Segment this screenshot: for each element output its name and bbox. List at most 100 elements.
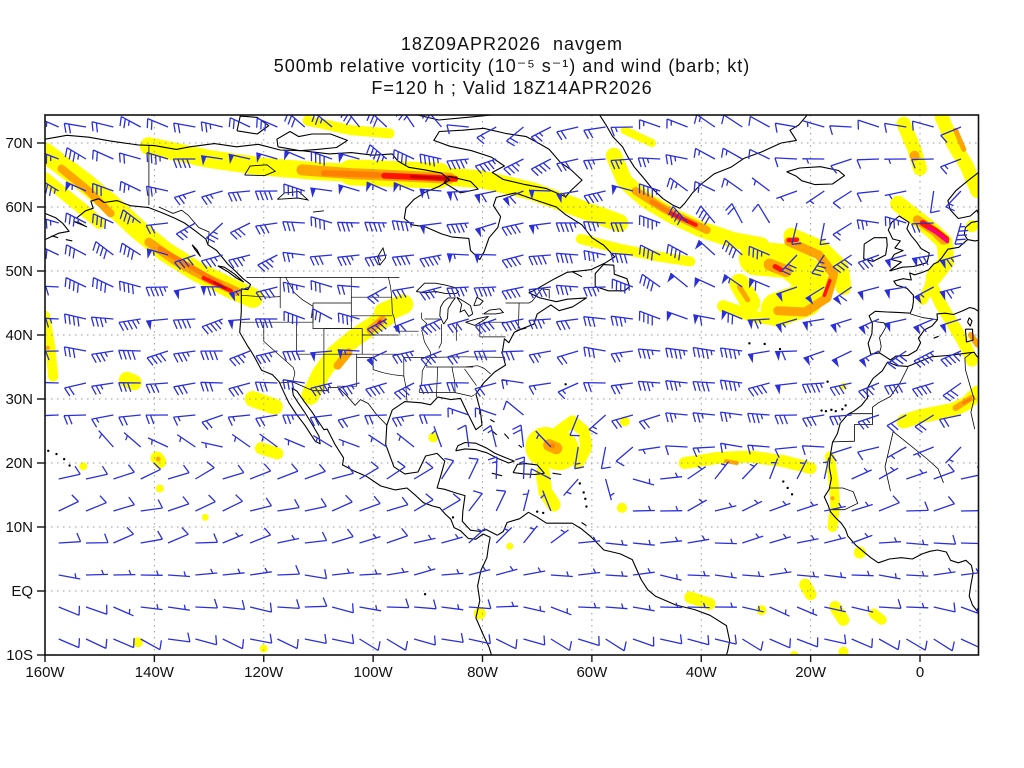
- wind-barb: [802, 158, 825, 164]
- wind-barb: [91, 149, 114, 162]
- wind-barb: [884, 190, 907, 200]
- wind-barb: [331, 634, 355, 645]
- wind-barb: [228, 117, 251, 130]
- wind-barb: [91, 414, 114, 428]
- wind-barb: [588, 414, 607, 435]
- wind-barb: [829, 382, 852, 397]
- barb-pennant: [419, 225, 426, 235]
- wind-barb: [665, 380, 688, 391]
- wind-barb: [440, 457, 455, 480]
- barb-pennant: [284, 150, 290, 161]
- wind-barb: [851, 501, 873, 512]
- chart-title-valid: F=120 h ; Valid 18Z14APR2026: [371, 78, 653, 98]
- lat-tick-label: 60N: [5, 199, 33, 216]
- barb-pennant: [885, 259, 891, 269]
- vorticity-band: [684, 591, 716, 610]
- wind-barb: [747, 318, 770, 329]
- wind-barb: [495, 526, 513, 544]
- wind-barb: [664, 445, 688, 456]
- wind-barb: [556, 350, 579, 366]
- vorticity-band: [799, 578, 817, 601]
- barb-pennant: [721, 274, 729, 285]
- state-border: [438, 324, 442, 349]
- wind-barb: [883, 122, 907, 133]
- wind-barb: [200, 381, 223, 392]
- wind-barb: [249, 602, 273, 613]
- wind-barb: [58, 573, 81, 580]
- wind-barb: [45, 381, 59, 384]
- state-border: [465, 365, 491, 375]
- wind-barb: [475, 222, 497, 232]
- wind-barb: [824, 502, 846, 512]
- wind-barb: [195, 533, 219, 544]
- island-dot: [841, 408, 844, 411]
- wind-barb: [200, 254, 223, 269]
- wind-barb: [769, 533, 791, 544]
- coastline: [45, 212, 70, 241]
- wind-barb: [557, 382, 579, 400]
- wind-barb: [282, 221, 305, 232]
- wind-barb: [391, 254, 415, 267]
- coastline: [45, 134, 616, 536]
- country-border: [831, 413, 873, 443]
- lake-outline: [473, 296, 484, 307]
- wind-barb: [304, 497, 327, 512]
- wind-barb: [200, 155, 223, 160]
- vorticity-blob: [550, 443, 556, 449]
- wind-barb: [939, 318, 962, 327]
- island-dot: [820, 409, 823, 412]
- coastline: [51, 235, 59, 239]
- wind-barb: [774, 157, 798, 168]
- vorticity-blob: [853, 546, 866, 559]
- island-dot: [423, 593, 427, 596]
- wind-barb: [474, 318, 497, 335]
- wind-barb: [529, 468, 552, 480]
- coastline: [433, 127, 583, 198]
- wind-barb: [775, 286, 798, 295]
- wind-barb: [173, 286, 196, 292]
- wind-barb: [954, 222, 969, 245]
- wind-barb: [857, 414, 880, 430]
- lat-tick-label: 50N: [5, 263, 33, 280]
- wind-barb: [720, 147, 743, 160]
- wind-barb: [259, 433, 278, 448]
- wind-barb: [457, 424, 470, 448]
- vorticity-blob: [616, 502, 627, 513]
- wind-barb: [476, 126, 497, 145]
- wind-barb: [386, 460, 406, 480]
- barb-pennant: [803, 356, 810, 366]
- vorticity-blob: [790, 651, 799, 655]
- state-border: [312, 302, 352, 329]
- wind-barb: [913, 286, 935, 298]
- island-dot: [763, 342, 766, 346]
- wind-barb: [569, 414, 580, 437]
- wind-barb: [336, 284, 360, 295]
- wind-barb: [496, 565, 518, 576]
- state-border: [464, 368, 477, 386]
- wind-barb: [468, 599, 492, 610]
- wind-barb: [45, 218, 59, 229]
- wind-barb: [359, 569, 382, 576]
- wind-barb: [884, 286, 907, 292]
- wind-barb: [858, 382, 880, 399]
- wind-barb: [310, 151, 333, 166]
- wind-barb: [605, 603, 628, 610]
- wind-barb: [938, 414, 962, 428]
- lake-outline: [377, 246, 387, 266]
- wind-barb: [45, 285, 59, 296]
- wind-barb: [528, 286, 551, 299]
- wind-barb: [310, 216, 333, 231]
- wind-barb: [195, 568, 218, 576]
- wind-barb: [776, 190, 798, 202]
- wind-barb: [91, 382, 114, 395]
- lat-tick-label: 10S: [6, 647, 33, 664]
- wind-barb: [775, 318, 798, 328]
- wind-barb: [310, 350, 333, 354]
- wind-barb: [391, 414, 415, 428]
- vorticity-band: [213, 281, 227, 290]
- lon-tick-label: 100W: [354, 664, 394, 681]
- state-border: [337, 354, 358, 387]
- wind-barb: [687, 570, 710, 577]
- country-border: [829, 487, 859, 511]
- wind-barb: [140, 638, 163, 651]
